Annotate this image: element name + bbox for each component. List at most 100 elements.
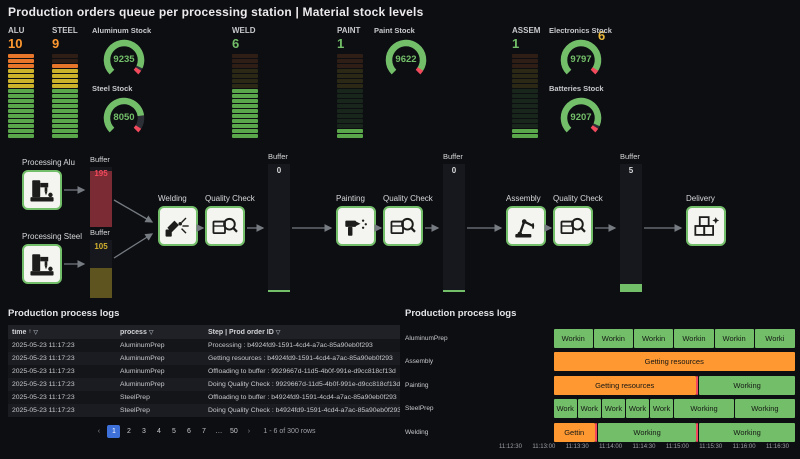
pagination-page-4[interactable]: 4 [156,428,161,435]
assembly-icon [506,206,546,246]
bar-gauge-cell [232,104,258,108]
timeline-state-block: Gettin [553,422,595,442]
table-cell: AluminumPrep [120,381,165,388]
bar-gauge-cell [52,134,78,138]
buffer-label: Buffer [90,155,110,164]
pagination-page-3[interactable]: 3 [141,428,146,435]
buffer-value: 195 [94,169,108,178]
station-delivery: Delivery [686,194,744,246]
bar-gauge [512,54,538,138]
stat-panel-steel: STEEL 9 [52,26,94,144]
bar-gauge-cell [337,119,363,123]
filter-icon[interactable]: ▽ [275,329,281,336]
pagination-page-5[interactable]: 5 [171,428,176,435]
bar-gauge-cell [8,104,34,108]
axis-tick-label: 11:16:30 [766,444,789,450]
bar-gauge-cell [337,129,363,133]
milling-machine-icon [22,170,62,210]
gauge-value: 9207 [570,112,592,123]
axis-tick-label: 11:14:00 [599,444,623,450]
station-label: Processing Steel [22,232,83,241]
column-header-process[interactable]: process ▽ [116,329,204,336]
station-label: Quality Check [205,194,255,203]
timeline-row-label: Painting [405,381,429,389]
timeline-x-axis: 11:12:30 11:13:00 11:13:30 11:14:00 11:14:30… [453,444,795,454]
pagination-next-button[interactable]: › [247,428,251,435]
bar-gauge-cell [52,74,78,78]
filter-icon[interactable]: ▽ [33,329,39,336]
bar-gauge-cell [8,99,34,103]
pagination-page-7[interactable]: 7 [201,428,206,435]
row-count-summary: 1 - 6 of 300 rows [263,428,316,435]
bar-gauge-cell [8,54,34,58]
bar-gauge-cell [232,114,258,118]
timeline-panel-title[interactable]: Production process logs [405,308,517,319]
column-header-step[interactable]: Step | Prod order ID ▽ [204,329,400,336]
station-quality-check-3: Quality Check [553,194,611,246]
timeline-track: Work Work Work Work Work Working Working [453,399,795,418]
column-header-time[interactable]: time ↑ ▽ [8,329,116,336]
station-label: Quality Check [553,194,603,203]
bar-gauge-cell [337,124,363,128]
pagination-page-6[interactable]: 6 [186,428,191,435]
bar-gauge-cell [232,109,258,113]
bar-gauge-cell [8,59,34,63]
timeline-track: Gettin Working Working [453,422,795,442]
logs-panel: Production process logs time ↑ ▽ process ▽ St… [8,308,400,454]
gauge-label: Aluminum Stock [92,26,152,35]
bar-gauge-cell [8,69,34,73]
pagination-prev-button[interactable]: ‹ [97,428,101,435]
timeline-state-block: Working [699,375,795,395]
bar-gauge-cell [52,54,78,58]
buffer-value: 105 [94,242,108,251]
timeline-state-block: Working [598,422,696,442]
stat-label: WELD [232,26,256,35]
pagination-page-2[interactable]: 2 [126,428,131,435]
table-header-row: time ↑ ▽ process ▽ Step | Prod order ID ▽ [8,325,400,339]
gauge-label: Batteries Stock [549,84,604,93]
station-label: Quality Check [383,194,433,203]
bar-gauge-cell [337,104,363,108]
table-cell: AluminumPrep [120,342,165,349]
timeline-state-block [695,422,699,442]
buffer-painted: Buffer 0 [443,152,483,292]
stat-value: 1 [512,36,520,51]
filter-icon[interactable]: ▽ [148,329,154,336]
table-cell: 2025-05-23 11:17:23 [12,381,75,388]
bar-gauge-cell [52,114,78,118]
gauge-electronics-stock: Electronics Stock 9797 [549,26,629,82]
bar-gauge-cell [337,94,363,98]
bar-gauge-cell [52,124,78,128]
table-cell: AluminumPrep [120,368,165,375]
timeline-state-block: Worki [754,328,795,348]
bar-gauge [232,54,258,138]
timeline-state-block: Work [577,399,601,418]
pagination-ellipsis[interactable]: … [215,428,223,435]
table-cell: 2025-05-23 11:17:23 [12,342,75,349]
pagination-page-1[interactable]: 1 [107,425,121,438]
table-cell: Processing : b4924fd9-1591-4cd4-a7ac-85a… [208,342,373,349]
bar-gauge-cell [232,134,258,138]
bar-gauge-cell [232,69,258,73]
stat-panel-assem: ASSEM 1 [512,26,554,144]
stat-value: 10 [8,36,23,51]
timeline-row: Welding Gettin Working Working [405,422,795,442]
bar-gauge-cell [8,84,34,88]
timeline-state-block: Getting resources [553,375,696,395]
bar-gauge-cell [337,54,363,58]
sort-ascending-icon[interactable]: ↑ [28,329,32,335]
stat-label: PAINT [337,26,361,35]
logs-panel-title[interactable]: Production process logs [8,308,120,319]
bar-gauge-cell [232,84,258,88]
gauge-value: 9235 [113,54,135,65]
timeline-state-block: Work [649,399,674,418]
pagination-page-50[interactable]: 50 [230,428,238,435]
painting-icon [336,206,376,246]
gauge-value: 8050 [113,112,135,123]
bar-gauge-cell [52,69,78,73]
buffer-bar: 0 [443,164,465,292]
bar-gauge-cell [512,89,538,93]
bar-gauge-cell [337,114,363,118]
bar-gauge-cell [8,129,34,133]
